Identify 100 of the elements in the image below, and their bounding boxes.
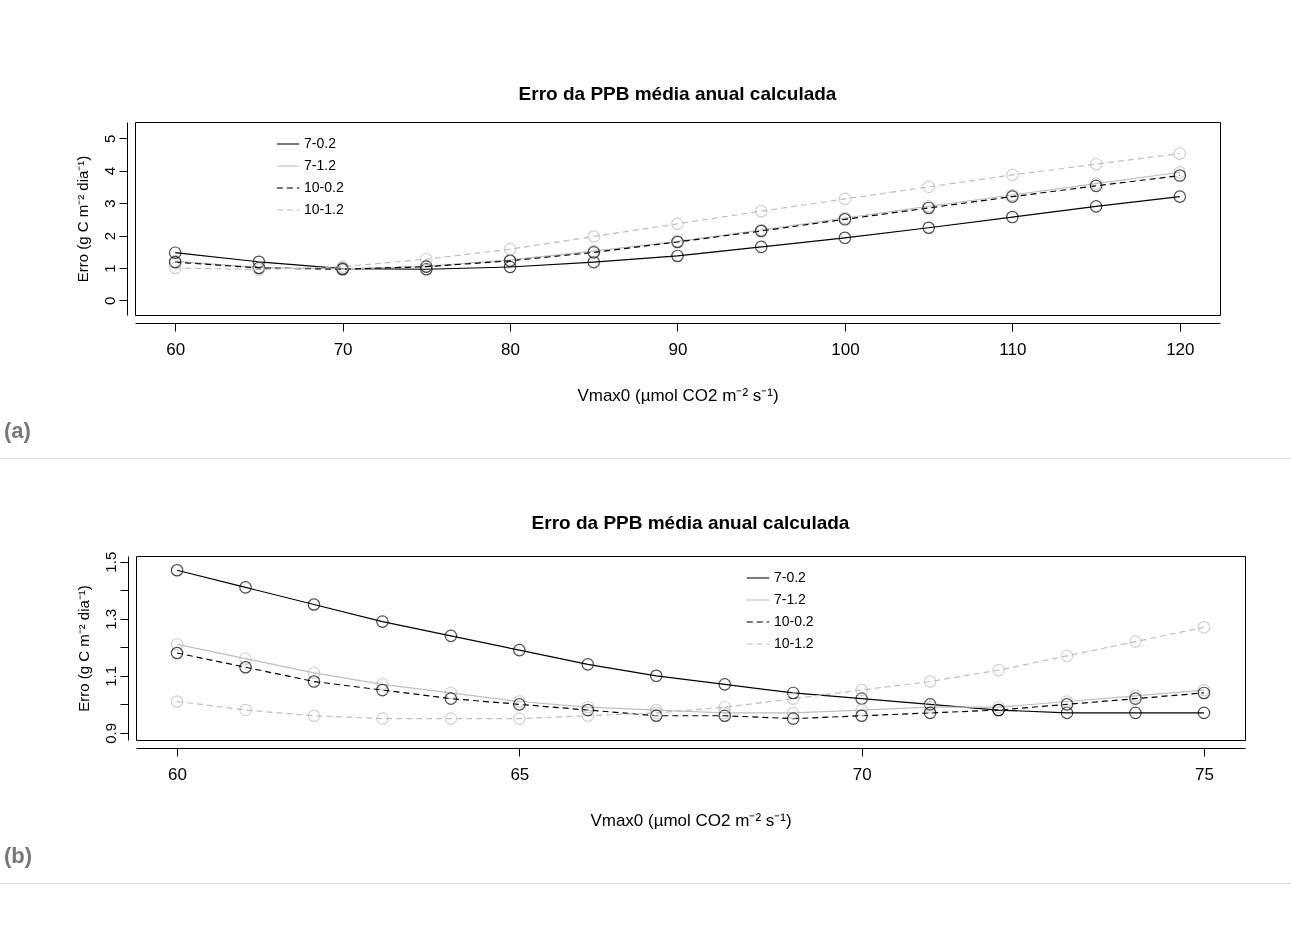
legend-label: 7-1.2 [304,157,337,173]
point [168,246,182,260]
point [170,563,184,577]
x-tick-label: 75 [1194,764,1214,784]
point [170,695,184,708]
point [239,703,252,717]
point [718,678,732,691]
chart-title: Erro da PPB média anual calculada [531,512,850,534]
point [307,666,321,680]
point [376,615,389,628]
y-axis-title: Erro (g C m⁻² dia⁻¹) [74,585,92,712]
point [1173,165,1187,179]
point [838,231,852,245]
point [1129,635,1142,648]
point [420,252,433,266]
point [376,678,389,691]
point [376,683,389,697]
y-tick-label: 3 [100,199,118,208]
y-tick-label: 4 [100,166,118,176]
point [581,709,595,723]
text: (a) [3,418,32,445]
point [444,712,458,725]
point [376,712,389,725]
point [922,221,935,235]
point [838,192,852,206]
point [587,255,601,269]
point [1060,706,1074,720]
x-tick-label: 60 [166,339,186,359]
point [239,660,252,674]
point [252,255,266,269]
point [444,686,458,700]
point [513,643,526,657]
point [754,204,768,218]
point [786,712,800,725]
point [855,703,868,717]
point [581,658,595,671]
x-tick-label: 70 [333,339,353,359]
y-tick-label: 5 [100,134,118,143]
point [1006,210,1019,224]
x-tick-label: 110 [999,339,1027,359]
x-axis-title: Vmax0 (µmol CO2 m⁻² s⁻¹) [577,385,779,405]
point [1089,157,1103,171]
point [503,260,517,274]
point [170,646,184,660]
point [855,683,868,697]
legend-label: 10-0.2 [304,179,344,195]
point [444,629,458,643]
text: (b) [3,843,34,870]
point [307,709,321,723]
point [1197,621,1211,634]
x-tick-label: 120 [1166,339,1195,359]
legend-label: 10-0.2 [773,613,814,629]
x-tick-label: 60 [168,764,188,784]
legend-label: 7-0.2 [304,135,337,151]
point [1089,200,1103,213]
legend-label: 10-1.2 [304,201,344,217]
x-tick-label: 90 [668,339,688,359]
point [307,675,321,688]
point [1006,168,1019,182]
point [168,261,182,275]
point [1060,649,1074,663]
point [1173,147,1187,160]
point [923,675,937,688]
point [649,669,663,683]
y-tick-label: 0 [100,296,118,306]
point [170,638,184,651]
point [239,652,252,665]
point [992,663,1005,677]
point [513,712,526,725]
y-tick-label: 1.3 [101,608,119,630]
legend-label: 7-0.2 [773,569,807,585]
point [1129,706,1142,720]
x-tick-label: 65 [510,764,530,784]
point [587,230,601,243]
y-tick-label: 2 [100,231,118,241]
point [1173,190,1187,203]
y-tick-label: 1.5 [101,551,119,573]
point [754,240,768,254]
point [503,242,517,256]
point [786,686,800,700]
point [923,706,937,720]
point [1197,706,1211,720]
y-tick-label: 0.9 [101,722,119,744]
legend-label: 7-1.2 [773,591,807,607]
chart-title: Erro da PPB média anual calculada [518,83,837,104]
point [444,692,458,705]
point [239,581,252,594]
point [786,692,800,705]
point [671,217,684,231]
point [786,706,800,720]
point [922,180,935,194]
y-tick-label: 1 [100,264,118,273]
x-tick-label: 80 [501,339,521,359]
point [855,709,868,723]
point [671,249,684,263]
y-axis-title: Erro (g C m⁻² dia⁻¹) [73,155,91,283]
x-axis-title: Vmax0 (µmol CO2 m⁻² s⁻¹) [590,810,792,830]
x-tick-label: 70 [852,764,872,784]
point [307,598,321,611]
point [718,700,732,714]
